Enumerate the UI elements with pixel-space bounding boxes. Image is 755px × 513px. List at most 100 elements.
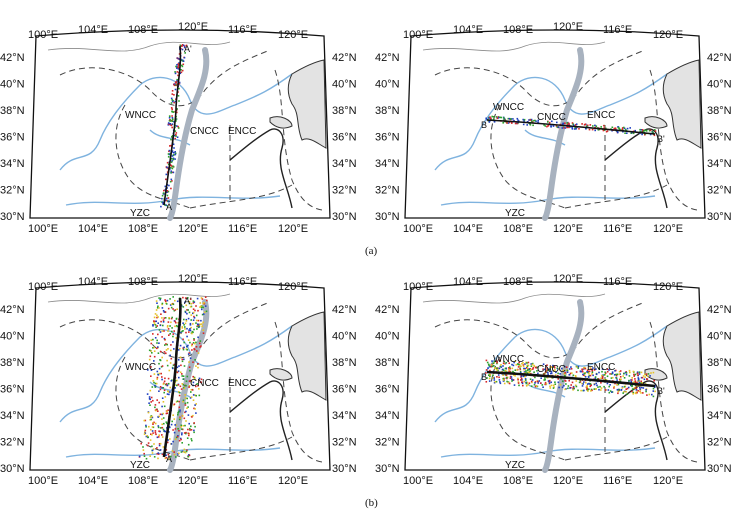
ray-point	[171, 90, 174, 92]
ray-point	[499, 359, 501, 361]
region-encc: ENCC	[587, 110, 615, 121]
ray-point	[161, 413, 163, 416]
ray-point	[170, 170, 172, 172]
ray-point	[625, 388, 627, 390]
ray-point	[571, 372, 573, 374]
ray-point	[577, 365, 580, 368]
ray-point	[550, 372, 552, 375]
ray-point	[192, 331, 194, 334]
ray-point	[193, 377, 196, 380]
ray-point	[544, 125, 547, 127]
ray-point	[157, 316, 159, 318]
ray-point	[158, 443, 161, 445]
ray-point	[191, 332, 193, 335]
lat-label-left: 40°N	[375, 331, 400, 343]
ray-point	[530, 385, 533, 387]
ray-point	[163, 389, 166, 391]
ray-point	[552, 364, 554, 367]
ray-point	[565, 366, 568, 368]
ray-point	[575, 127, 578, 129]
ray-point	[154, 324, 157, 326]
ray-point	[598, 371, 600, 374]
ray-point	[651, 393, 653, 396]
ray-point	[572, 385, 575, 388]
lat-label-left: 42°N	[0, 52, 25, 64]
ray-point	[608, 369, 610, 371]
ray-point	[174, 151, 176, 153]
ray-point	[186, 397, 188, 400]
ray-point	[616, 383, 618, 386]
ray-point	[606, 382, 609, 385]
ray-point	[508, 117, 511, 120]
ray-point	[192, 311, 195, 314]
lon-label-bottom: 100°E	[403, 223, 433, 235]
ray-point	[585, 381, 587, 384]
ray-point	[620, 389, 622, 391]
ray-point	[179, 437, 182, 440]
ray-point	[619, 380, 622, 383]
ray-point	[179, 371, 182, 374]
ray-point	[166, 441, 169, 444]
ray-point	[189, 322, 192, 325]
ray-point	[631, 377, 633, 379]
lon-label-top: 100°E	[403, 281, 433, 293]
ray-point	[181, 358, 184, 361]
ray-point	[640, 380, 642, 383]
ray-point	[639, 388, 641, 390]
ray-point	[170, 349, 172, 352]
ray-point	[178, 365, 180, 367]
ray-point	[176, 111, 178, 114]
boundary-south	[564, 184, 668, 209]
lat-label-right: 36°N	[707, 384, 732, 396]
ray-point	[194, 404, 196, 406]
ray-point	[522, 364, 525, 366]
ray-point	[180, 426, 182, 428]
region-yzc: YZC	[130, 460, 150, 471]
ray-point	[543, 368, 546, 371]
ray-point	[163, 422, 165, 425]
ray-point	[204, 296, 207, 298]
ray-point	[200, 305, 202, 308]
ray-point	[589, 383, 592, 385]
ray-point	[170, 303, 173, 305]
ray-point	[507, 117, 510, 120]
ray-point	[181, 383, 184, 385]
ray-point	[600, 382, 602, 384]
ray-point	[148, 425, 150, 428]
ray-point	[186, 335, 188, 338]
boundary-east	[649, 69, 698, 211]
ray-point	[635, 392, 637, 395]
boundary-south	[189, 436, 293, 461]
ray-point	[581, 369, 584, 371]
ray-point	[164, 377, 166, 380]
ray-point	[174, 153, 177, 156]
ray-point	[603, 378, 605, 381]
ray-point	[192, 399, 195, 401]
ray-point	[568, 126, 570, 129]
ray-point	[167, 330, 169, 332]
ray-point	[174, 424, 176, 426]
ray-point	[618, 373, 621, 376]
ray-point	[149, 355, 152, 358]
lon-label-bottom: 104°E	[78, 475, 108, 487]
ray-point	[522, 375, 525, 378]
ray-point	[491, 360, 493, 362]
ray-point	[194, 342, 196, 345]
ray-point	[531, 379, 534, 381]
ray-point	[166, 171, 169, 173]
ray-point	[562, 122, 564, 125]
ray-point	[166, 194, 169, 197]
ray-point	[174, 137, 176, 140]
ray-point	[200, 378, 203, 381]
ray-point	[168, 457, 170, 460]
ray-point	[153, 421, 155, 424]
ray-point	[601, 377, 604, 379]
ray-point	[151, 430, 154, 432]
ray-point	[525, 379, 527, 381]
ray-point	[519, 367, 521, 370]
ray-point	[494, 381, 497, 383]
region-encc: ENCC	[228, 126, 256, 137]
ray-point	[172, 308, 174, 310]
ray-point	[166, 205, 169, 207]
ray-point	[525, 367, 528, 369]
